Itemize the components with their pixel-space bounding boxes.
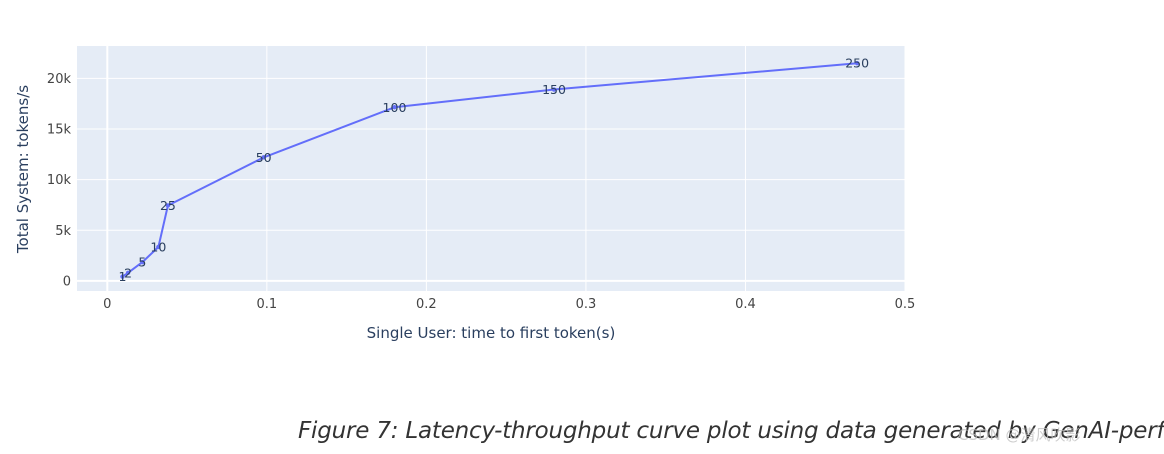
figure-caption: Figure 7: Latency-throughput curve plot … bbox=[298, 418, 1164, 444]
y-tick-label: 10k bbox=[47, 173, 72, 188]
x-axis-title: Single User: time to first token(s) bbox=[367, 324, 616, 342]
y-tick-label: 20k bbox=[47, 72, 72, 87]
data-point-label: 2 bbox=[124, 265, 132, 280]
data-point-label: 250 bbox=[845, 56, 869, 71]
x-tick-label: 0.3 bbox=[576, 297, 597, 312]
x-tick-label: 0.1 bbox=[257, 297, 278, 312]
data-point bbox=[392, 105, 397, 110]
watermark: CSDN @清风吹影 bbox=[958, 426, 1081, 444]
y-tick-label: 0 bbox=[63, 274, 71, 289]
plot-area bbox=[77, 46, 905, 291]
data-point bbox=[125, 270, 131, 275]
data-point bbox=[165, 203, 171, 208]
data-point bbox=[551, 87, 557, 92]
data-point-label: 100 bbox=[383, 100, 407, 115]
y-tick-label: 5k bbox=[55, 224, 71, 239]
x-axis-ticks: 0 0.1 0.2 0.3 0.4 0.5 bbox=[103, 297, 915, 312]
data-point bbox=[140, 259, 145, 265]
y-tick-label: 15k bbox=[47, 123, 72, 138]
data-point bbox=[854, 61, 860, 66]
y-axis-ticks: 0 5k 10k 15k 20k bbox=[47, 72, 72, 289]
data-point-label: 10 bbox=[150, 239, 166, 254]
series-lines bbox=[120, 61, 860, 279]
x-tick-label: 0.2 bbox=[416, 297, 437, 312]
data-point bbox=[120, 274, 125, 279]
data-point-label: 1 bbox=[118, 269, 126, 284]
data-point-label: 50 bbox=[256, 150, 272, 165]
data-point bbox=[261, 155, 266, 160]
data-point-label: 5 bbox=[138, 255, 146, 270]
x-tick-label: 0.4 bbox=[735, 297, 756, 312]
grid-lines bbox=[77, 46, 906, 291]
data-point-label: 25 bbox=[160, 198, 176, 213]
x-tick-label: 0 bbox=[103, 297, 111, 312]
y-axis-title: Total System: tokens/s bbox=[14, 85, 32, 254]
x-tick-label: 0.5 bbox=[895, 297, 916, 312]
data-point-label: 150 bbox=[542, 82, 566, 97]
data-point bbox=[156, 244, 161, 250]
